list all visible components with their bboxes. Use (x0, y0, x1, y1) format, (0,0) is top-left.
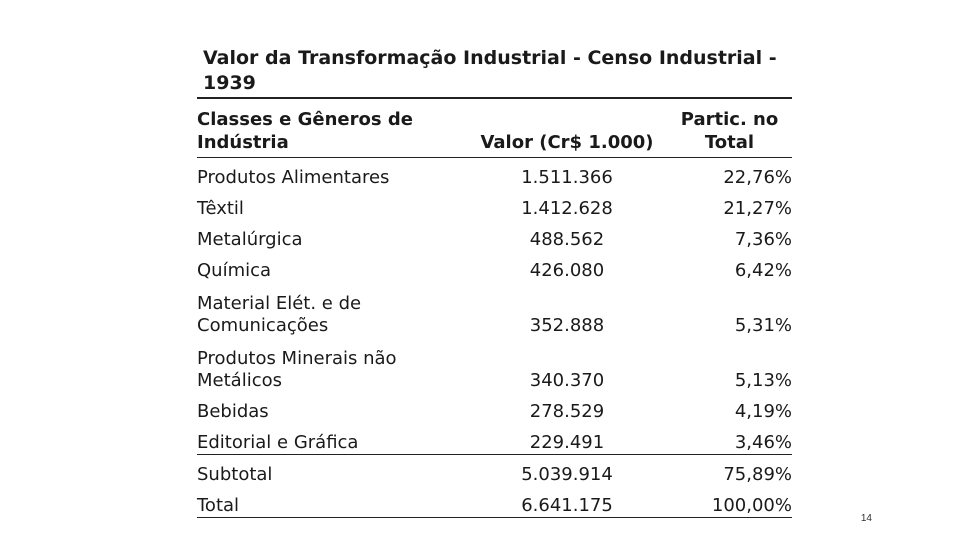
row-value: 229.491 (529, 432, 605, 453)
row-class: Têxtil (197, 198, 244, 219)
total-label: Total (197, 495, 240, 516)
title-rule (197, 97, 792, 99)
row-value: 488.562 (529, 229, 605, 250)
header-value: Valor (Cr$ 1.000) (480, 132, 654, 153)
total-part: 100,00% (711, 495, 792, 516)
table-title: Valor da Transformação Industrial - Cens… (203, 47, 777, 94)
table-row: Bebidas 278.529 4,19% (197, 392, 792, 423)
row-value: 1.511.366 (521, 167, 613, 188)
row-part: 5,13% (734, 370, 792, 391)
row-part: 4,19% (734, 401, 792, 422)
row-class: Produtos Minerais não Metálicos (197, 348, 397, 391)
row-class: Metalúrgica (197, 229, 303, 250)
table-header-row: Classes e Gêneros de Indústria Valor (Cr… (197, 99, 792, 158)
total-row: Total 6.641.175 100,00% (197, 486, 792, 518)
table-row: Química 426.080 6,42% (197, 251, 792, 282)
row-part: 6,42% (734, 260, 792, 281)
subtotal-part: 75,89% (723, 464, 792, 485)
row-class: Bebidas (197, 401, 269, 422)
table-row: Produtos Alimentares 1.511.366 22,76% (197, 158, 792, 190)
row-value: 340.370 (529, 370, 605, 391)
industrial-census-table: Classes e Gêneros de Indústria Valor (Cr… (197, 99, 792, 518)
subtotal-label: Subtotal (197, 464, 273, 485)
table-row: Produtos Minerais não Metálicos 340.370 … (197, 337, 792, 392)
row-class: Produtos Alimentares (197, 167, 390, 188)
row-value: 426.080 (529, 260, 605, 281)
row-part: 22,76% (723, 167, 792, 188)
row-value: 1.412.628 (521, 198, 613, 219)
row-class: Material Elét. e de Comunicações (197, 293, 362, 336)
page-number: 14 (860, 513, 872, 524)
row-part: 5,31% (734, 315, 792, 336)
subtotal-row: Subtotal 5.039.914 75,89% (197, 454, 792, 487)
row-value: 352.888 (529, 315, 605, 336)
header-class: Classes e Gêneros de Indústria (197, 109, 413, 153)
row-part: 3,46% (734, 432, 792, 453)
row-part: 21,27% (723, 198, 792, 219)
row-class: Química (197, 260, 272, 281)
total-value: 6.641.175 (521, 495, 613, 516)
row-part: 7,36% (734, 229, 792, 250)
row-value: 278.529 (529, 401, 605, 422)
table-row: Material Elét. e de Comunicações 352.888… (197, 282, 792, 337)
row-class: Editorial e Gráfica (197, 432, 359, 453)
header-part: Partic. no Total (680, 109, 779, 153)
table-row: Editorial e Gráfica 229.491 3,46% (197, 423, 792, 455)
table-row: Têxtil 1.412.628 21,27% (197, 189, 792, 220)
subtotal-value: 5.039.914 (521, 464, 613, 485)
table-row: Metalúrgica 488.562 7,36% (197, 220, 792, 251)
